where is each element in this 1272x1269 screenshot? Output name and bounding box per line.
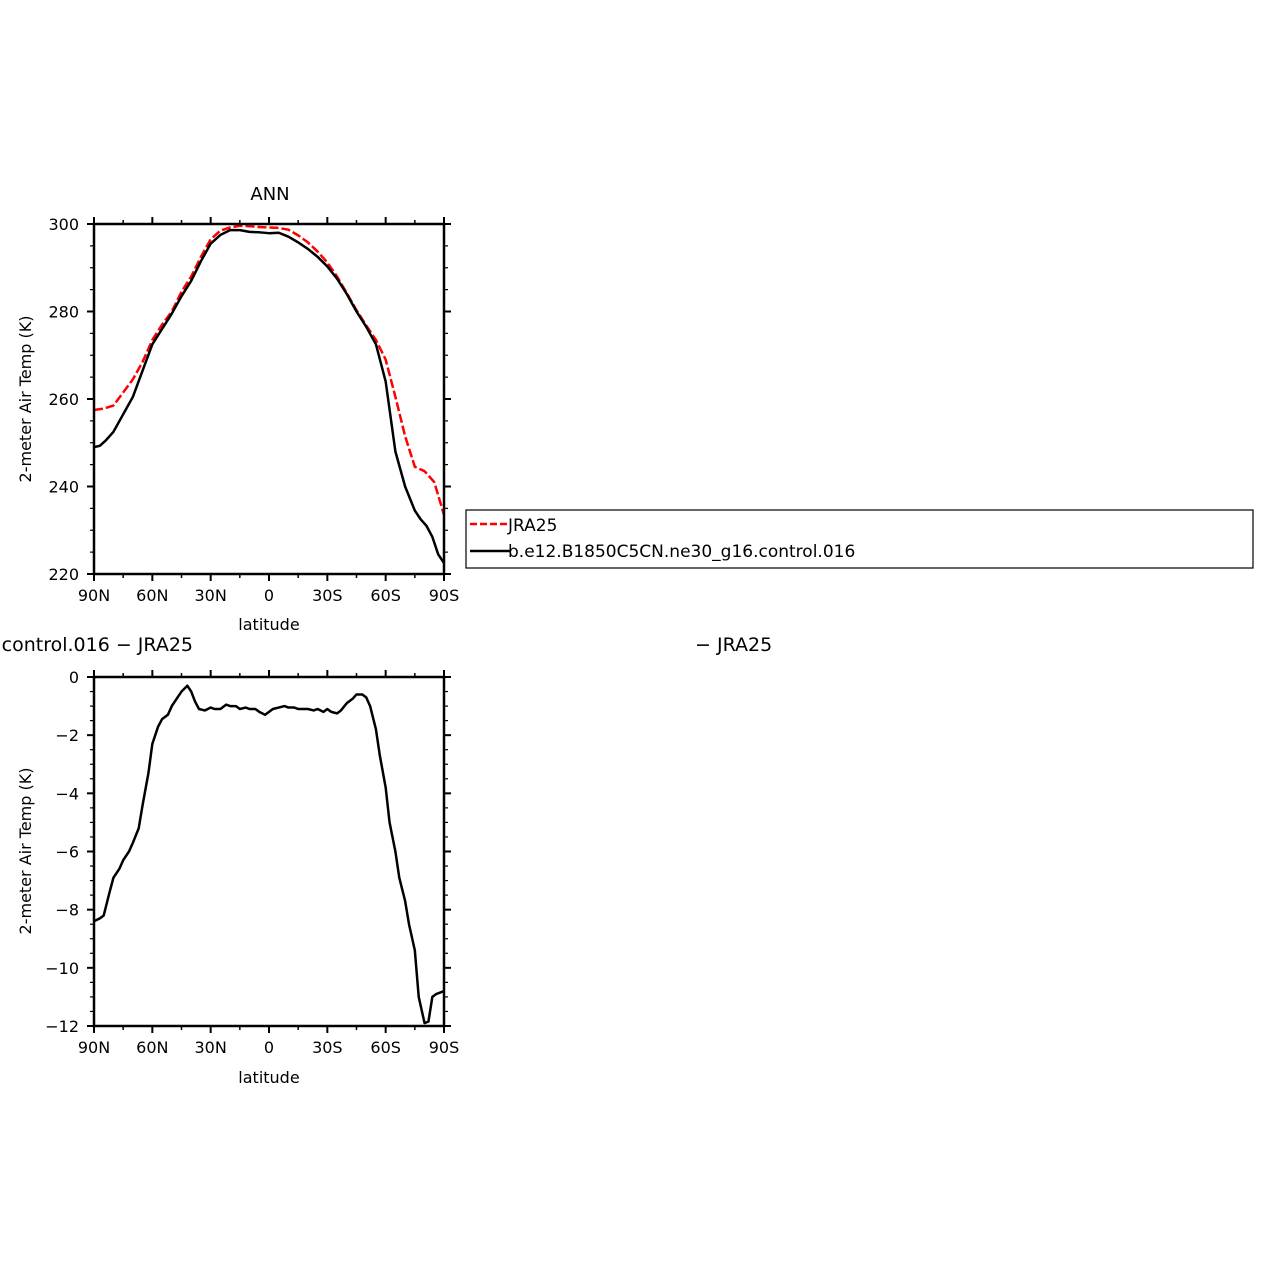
y-axis-label: 2-meter Air Temp (K): [16, 316, 35, 483]
panel-title: ANN: [250, 184, 289, 205]
y-tick-label: −4: [55, 784, 79, 803]
series-line-difference: [93, 684, 445, 1025]
plot-frame: [92, 675, 446, 1028]
x-axis-label: latitude: [238, 1068, 299, 1087]
diff-title-right: b.e12.B1850C5CN.ne30_g16.control.016 − J…: [301, 634, 772, 656]
diff-title-left: b.e12.B1850C5CN.ne30_g16.control.016 − J…: [0, 634, 193, 656]
y-tick-label: 260: [48, 390, 79, 409]
diff-title-left-clip: b.e12.B1850C5CN.ne30_g16.control.016 − J…: [0, 634, 193, 656]
x-tick-label: 90S: [429, 586, 460, 605]
x-tick-label: 30N: [195, 586, 227, 605]
x-axis-label: latitude: [238, 615, 299, 634]
y-tick-label: 300: [48, 215, 79, 234]
x-tick-label: 60N: [136, 586, 168, 605]
y-tick-label: −12: [45, 1017, 79, 1036]
y-tick-label: −6: [55, 843, 79, 862]
y-axis-label: 2-meter Air Temp (K): [16, 768, 35, 935]
x-tick-label: 30S: [312, 586, 343, 605]
y-tick-label: 280: [48, 303, 79, 322]
difference-panel: 90N 60N 30N 0 30S 60S 90S 0 −2 −4 −6 −8 −10 −12 latit…: [16, 668, 459, 1087]
y-tick-label: 0: [69, 668, 79, 687]
x-tick-label: 90S: [429, 1038, 460, 1057]
y-tick-label: −2: [55, 726, 79, 745]
x-tick-label: 90N: [78, 586, 110, 605]
plot-frame: [92, 222, 446, 576]
y-tick-label: −8: [55, 901, 79, 920]
x-tick-label: 0: [264, 586, 274, 605]
y-tick-label: 220: [48, 565, 79, 584]
series-group: [93, 224, 446, 564]
legend-label-jra25: JRA25: [507, 516, 557, 536]
x-tick-label: 60N: [136, 1038, 168, 1057]
series-line-jra25: [93, 224, 446, 516]
x-tick-label: 90N: [78, 1038, 110, 1057]
legend-box: [465, 509, 1254, 569]
x-tick-label: 60S: [370, 1038, 401, 1057]
series-group: [93, 684, 445, 1025]
series-line-model: [93, 228, 446, 564]
diff-title-right-clip: b.e12.B1850C5CN.ne30_g16.control.016 − J…: [301, 634, 772, 656]
x-tick-label: 60S: [370, 586, 401, 605]
y-tick-label: 240: [48, 478, 79, 497]
temperature-panel: ANN 90N 60N 30N 0 30S 60S 90S 300 280 260 240 220 l…: [16, 184, 459, 634]
y-tick-label: −10: [45, 959, 79, 978]
legend: JRA25 b.e12.B1850C5CN.ne30_g16.control.0…: [465, 509, 1254, 569]
x-tick-label: 30S: [312, 1038, 343, 1057]
x-tick-label: 30N: [195, 1038, 227, 1057]
legend-label-model: b.e12.B1850C5CN.ne30_g16.control.016: [508, 542, 855, 562]
x-tick-label: 0: [264, 1038, 274, 1057]
